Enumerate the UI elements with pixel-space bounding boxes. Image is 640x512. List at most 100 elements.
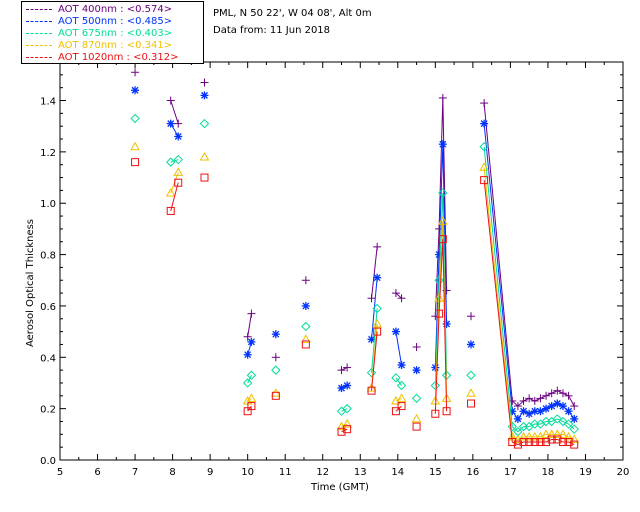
x-axis-label: Time (GMT) xyxy=(310,482,369,493)
data-point xyxy=(372,303,382,314)
data-point xyxy=(508,438,517,447)
data-point xyxy=(546,429,557,438)
data-point xyxy=(525,438,534,447)
data-point xyxy=(437,216,448,225)
data-point xyxy=(396,393,407,402)
data-point xyxy=(397,294,406,303)
data-point xyxy=(479,142,489,152)
data-point xyxy=(479,162,489,171)
data-point xyxy=(466,370,476,380)
data-point xyxy=(174,178,183,187)
data-point xyxy=(412,343,421,352)
data-point xyxy=(301,321,311,332)
y-tick-label: 0.6 xyxy=(40,302,56,313)
data-point xyxy=(367,386,376,395)
data-point xyxy=(563,431,574,441)
x-tick-label: 16 xyxy=(466,467,479,478)
y-axis-label: Aerosol Optical Thickness xyxy=(25,219,36,347)
data-point xyxy=(553,386,562,395)
data-point xyxy=(412,422,421,431)
data-point xyxy=(166,206,175,215)
data-point xyxy=(558,429,568,438)
data-point xyxy=(536,394,545,403)
data-point xyxy=(442,407,451,416)
data-point xyxy=(391,289,400,298)
data-point xyxy=(480,176,489,185)
data-point xyxy=(165,187,176,197)
data-point xyxy=(466,388,476,397)
x-tick-label: 20 xyxy=(617,467,630,478)
data-point xyxy=(519,438,528,447)
data-point xyxy=(271,365,281,375)
data-point xyxy=(530,407,539,416)
data-point xyxy=(373,327,382,336)
data-point xyxy=(342,419,352,428)
data-point xyxy=(247,402,256,411)
data-point xyxy=(536,407,545,416)
series-line xyxy=(341,428,348,433)
x-tick-label: 19 xyxy=(579,467,592,478)
data-point xyxy=(337,427,346,436)
x-tick-label: 10 xyxy=(241,467,254,478)
data-point xyxy=(507,421,517,432)
data-point xyxy=(131,86,140,95)
data-point xyxy=(301,340,310,349)
x-tick-label: 6 xyxy=(94,467,100,478)
legend-label: AOT 675nm : <0.403> xyxy=(58,28,173,39)
data-point xyxy=(466,399,475,408)
legend-label: AOT 400nm : <0.574> xyxy=(58,4,173,15)
series-line xyxy=(247,313,252,337)
data-point xyxy=(542,438,551,447)
data-point xyxy=(247,337,256,346)
data-point xyxy=(529,431,540,441)
data-point xyxy=(558,416,568,427)
data-point xyxy=(558,438,567,447)
data-point xyxy=(558,402,567,411)
data-point xyxy=(518,431,529,441)
data-point xyxy=(243,332,252,341)
data-point xyxy=(519,396,528,405)
data-point xyxy=(438,235,447,244)
data-point xyxy=(442,319,451,328)
series-line xyxy=(434,144,448,368)
series-line xyxy=(395,405,402,412)
data-point xyxy=(411,413,422,423)
data-point xyxy=(434,275,444,285)
data-point xyxy=(343,381,352,390)
plot-axes: 5 6 7 8 9 10 11 12 13 14 15 16 17 18 19 20 0.0 0.2 0.4 0.6 0… xyxy=(40,61,630,478)
data-point xyxy=(343,363,352,372)
series-line xyxy=(371,277,378,340)
data-point xyxy=(300,334,311,343)
data-point xyxy=(525,394,534,403)
legend-item-675: AOT 675nm : <0.403> xyxy=(26,28,172,40)
data-point xyxy=(130,113,140,124)
date-info: Data from: 11 Jun 2018 xyxy=(213,25,331,36)
data-point xyxy=(271,353,280,362)
data-point xyxy=(570,440,579,449)
x-tick-label: 8 xyxy=(169,467,175,478)
y-tick-label: 0.2 xyxy=(40,405,56,416)
data-point xyxy=(301,301,310,310)
series-line xyxy=(483,167,575,441)
y-tick-label: 0.4 xyxy=(40,353,56,364)
data-point xyxy=(246,393,257,402)
x-tick-label: 18 xyxy=(542,467,555,478)
station-info: PML, N 50 22', W 04 08', Alt 0m xyxy=(213,8,372,19)
data-point xyxy=(173,154,183,165)
data-point xyxy=(552,414,563,424)
data-point xyxy=(480,119,489,128)
data-point xyxy=(242,378,253,388)
data-point xyxy=(366,367,377,378)
data-point xyxy=(166,119,175,128)
series-line xyxy=(395,377,402,386)
series-line xyxy=(395,331,403,366)
data-point xyxy=(431,363,440,372)
x-tick-label: 15 xyxy=(429,467,442,478)
data-point xyxy=(564,438,573,447)
data-point xyxy=(438,140,447,149)
data-point xyxy=(411,393,422,404)
series-line xyxy=(483,123,575,420)
data-point xyxy=(558,389,567,398)
data-point xyxy=(569,424,579,434)
series-line xyxy=(395,292,402,299)
